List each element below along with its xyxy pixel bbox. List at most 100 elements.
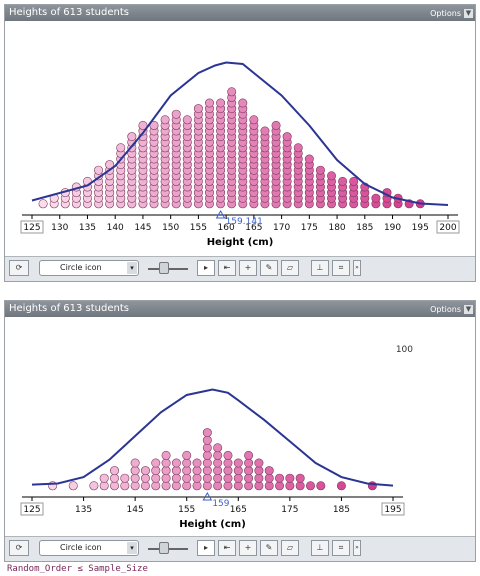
data-point[interactable] bbox=[202, 473, 212, 483]
data-point[interactable] bbox=[244, 481, 254, 491]
data-point[interactable] bbox=[120, 473, 130, 483]
data-point[interactable] bbox=[151, 473, 161, 483]
data-point[interactable] bbox=[233, 473, 243, 483]
data-point[interactable] bbox=[192, 481, 202, 491]
data-point[interactable] bbox=[223, 481, 233, 491]
pencil-icon[interactable]: ✎ bbox=[260, 540, 278, 556]
data-point[interactable] bbox=[171, 109, 181, 119]
data-point[interactable] bbox=[151, 458, 161, 468]
data-point[interactable] bbox=[295, 473, 305, 483]
data-point[interactable] bbox=[244, 458, 254, 468]
data-point[interactable] bbox=[99, 481, 109, 491]
data-point[interactable] bbox=[192, 458, 202, 468]
data-point[interactable] bbox=[304, 154, 314, 164]
data-point[interactable] bbox=[204, 98, 214, 108]
data-point[interactable] bbox=[161, 450, 171, 460]
data-point[interactable] bbox=[161, 481, 171, 491]
data-point[interactable] bbox=[295, 481, 305, 491]
data-point[interactable] bbox=[213, 481, 223, 491]
data-point[interactable] bbox=[233, 481, 243, 491]
data-point[interactable] bbox=[293, 143, 303, 153]
data-point[interactable] bbox=[94, 165, 104, 175]
data-point[interactable] bbox=[202, 428, 212, 438]
data-point[interactable] bbox=[149, 120, 159, 130]
data-point[interactable] bbox=[336, 481, 346, 491]
data-point[interactable] bbox=[305, 481, 315, 491]
pointer-tool-button[interactable]: ▸ bbox=[197, 260, 215, 276]
data-point[interactable] bbox=[275, 473, 285, 483]
data-point[interactable] bbox=[127, 132, 137, 142]
data-point[interactable] bbox=[130, 473, 140, 483]
data-point[interactable] bbox=[138, 120, 148, 130]
data-point[interactable] bbox=[213, 458, 223, 468]
data-point[interactable] bbox=[38, 199, 48, 209]
axis-bound-box[interactable] bbox=[20, 220, 44, 234]
data-point[interactable] bbox=[68, 481, 78, 491]
data-point[interactable] bbox=[151, 466, 161, 476]
data-point[interactable] bbox=[338, 176, 348, 186]
eraser-icon[interactable]: ▱ bbox=[281, 540, 299, 556]
add-point-tool-button[interactable]: + bbox=[239, 540, 257, 556]
axis-bound-box[interactable] bbox=[436, 220, 460, 234]
data-point[interactable] bbox=[192, 466, 202, 476]
data-point[interactable] bbox=[282, 132, 292, 142]
data-point[interactable] bbox=[171, 466, 181, 476]
mean-marker[interactable] bbox=[202, 491, 213, 501]
data-point[interactable] bbox=[244, 466, 254, 476]
data-point[interactable] bbox=[182, 115, 192, 125]
data-point[interactable] bbox=[260, 126, 270, 136]
push-tool-button[interactable]: ⇤ bbox=[218, 540, 236, 556]
data-point[interactable] bbox=[264, 466, 274, 476]
stamp-icon[interactable]: ⊥ bbox=[311, 540, 329, 556]
data-point[interactable] bbox=[244, 473, 254, 483]
icon-type-select[interactable]: Circle icon ▾ bbox=[39, 260, 139, 276]
mean-marker[interactable] bbox=[215, 209, 226, 219]
data-point[interactable] bbox=[89, 481, 99, 491]
data-point[interactable] bbox=[223, 473, 233, 483]
data-point[interactable] bbox=[271, 120, 281, 130]
data-point[interactable] bbox=[182, 481, 192, 491]
data-point[interactable] bbox=[233, 466, 243, 476]
data-point[interactable] bbox=[110, 481, 120, 491]
size-slider-knob[interactable] bbox=[159, 262, 169, 274]
data-point[interactable] bbox=[182, 450, 192, 460]
data-point[interactable] bbox=[161, 458, 171, 468]
data-point[interactable] bbox=[116, 143, 126, 153]
refresh-button[interactable]: ⟳ bbox=[9, 540, 29, 556]
data-point[interactable] bbox=[213, 450, 223, 460]
data-point[interactable] bbox=[182, 458, 192, 468]
panel-1-options-button[interactable]: Options ▼ bbox=[430, 5, 473, 21]
data-point[interactable] bbox=[202, 466, 212, 476]
data-point[interactable] bbox=[285, 481, 295, 491]
data-point[interactable] bbox=[223, 458, 233, 468]
axis-bound-box[interactable] bbox=[20, 502, 44, 516]
data-point[interactable] bbox=[238, 98, 248, 108]
size-slider-knob[interactable] bbox=[159, 542, 169, 554]
data-point[interactable] bbox=[171, 473, 181, 483]
data-point[interactable] bbox=[254, 481, 264, 491]
expand-icon[interactable]: » bbox=[353, 540, 361, 556]
data-point[interactable] bbox=[140, 481, 150, 491]
data-point[interactable] bbox=[151, 481, 161, 491]
data-point[interactable] bbox=[130, 481, 140, 491]
data-point[interactable] bbox=[202, 458, 212, 468]
icon-type-select[interactable]: Circle icon ▾ bbox=[39, 540, 139, 556]
data-point[interactable] bbox=[193, 104, 203, 114]
data-point[interactable] bbox=[202, 435, 212, 445]
grid-icon[interactable]: ⌗ bbox=[332, 260, 350, 276]
grid-icon[interactable]: ⌗ bbox=[332, 540, 350, 556]
data-point[interactable] bbox=[130, 466, 140, 476]
data-point[interactable] bbox=[254, 473, 264, 483]
data-point[interactable] bbox=[213, 473, 223, 483]
data-point[interactable] bbox=[161, 466, 171, 476]
data-point[interactable] bbox=[275, 481, 285, 491]
data-point[interactable] bbox=[233, 458, 243, 468]
data-point[interactable] bbox=[316, 481, 326, 491]
data-point[interactable] bbox=[249, 115, 259, 125]
data-point[interactable] bbox=[182, 473, 192, 483]
data-point[interactable] bbox=[140, 466, 150, 476]
data-point[interactable] bbox=[202, 450, 212, 460]
data-point[interactable] bbox=[216, 98, 226, 108]
data-point[interactable] bbox=[327, 171, 337, 181]
data-point[interactable] bbox=[315, 165, 325, 175]
